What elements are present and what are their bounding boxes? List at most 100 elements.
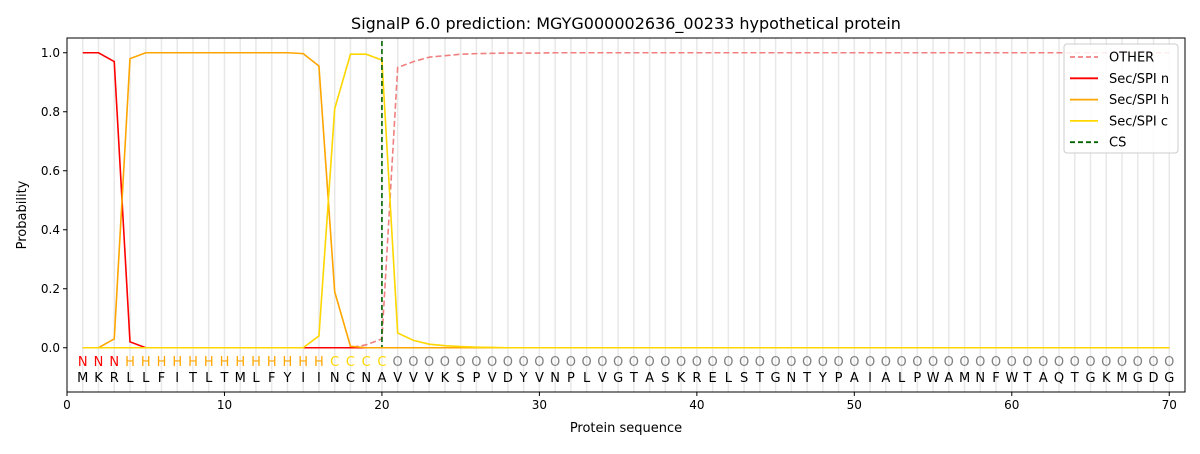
residue-label: M [959,371,970,386]
residue-label: V [488,371,497,386]
region-label: O [1133,355,1143,370]
residue-label: W [1005,371,1018,386]
residue-label: G [771,371,781,386]
y-tick-label: 1.0 [41,46,60,60]
x-axis-label: Protein sequence [570,421,682,436]
residue-label: V [425,371,434,386]
residue-label: C [346,371,355,386]
residue-label: Y [282,371,291,386]
series-line-sec-spi-n [82,51,1170,349]
residue-label: D [1148,371,1158,386]
residue-label: R [110,371,119,386]
residue-label: V [409,371,418,386]
x-tick-label: 60 [1004,398,1019,412]
residue-label: W [927,371,940,386]
residue-label: I [175,371,179,386]
residue-label: G [1133,371,1143,386]
residue-label: D [503,371,513,386]
residue-label: V [535,371,544,386]
region-label: N [109,355,119,370]
residue-label: Y [818,371,827,386]
residue-label: L [898,371,906,386]
legend-entry: Sec/SPI h [1109,93,1169,108]
region-label: O [1164,355,1174,370]
region-label: O [1038,355,1048,370]
residue-label: A [944,371,953,386]
region-label: O [849,355,859,370]
residue-label: P [835,371,843,386]
residue-label: T [188,371,197,386]
region-label: H [125,355,135,370]
region-label: N [78,355,88,370]
residue-label: G [1085,371,1095,386]
residue-label: V [598,371,607,386]
x-tick-label: 0 [63,398,71,412]
x-tick-label: 10 [217,398,232,412]
residue-label: P [913,371,921,386]
residue-label: N [361,371,371,386]
residue-label: A [645,371,654,386]
legend-entry: OTHER [1109,51,1154,66]
residue-label: A [1039,371,1048,386]
residue-label: P [472,371,480,386]
region-label: H [204,355,214,370]
region-label: O [629,355,639,370]
region-label: O [1054,355,1064,370]
residue-label: K [441,371,450,386]
series-line-sec-spi-h [82,51,1170,349]
region-label: O [692,355,702,370]
residue-label: S [740,371,748,386]
residue-label: F [268,371,275,386]
legend-box [1063,43,1179,154]
region-label: H [283,355,293,370]
legend-entry: Sec/SPI n [1109,72,1169,87]
residue-label: Q [1054,371,1064,386]
region-label: O [896,355,906,370]
region-label: H [235,355,245,370]
residue-label: T [1023,371,1032,386]
region-label: O [582,355,592,370]
region-label: O [1070,355,1080,370]
residue-label: K [677,371,686,386]
region-label: O [534,355,544,370]
region-label: H [141,355,151,370]
region-label: O [1085,355,1095,370]
residue-label: M [235,371,246,386]
residue-label: L [725,371,733,386]
residue-label: V [393,371,402,386]
x-tick-label: 40 [689,398,704,412]
x-tick-label: 70 [1162,398,1177,412]
residue-label: A [881,371,890,386]
residue-label: K [94,371,103,386]
region-label: O [471,355,481,370]
residue-label: I [317,371,321,386]
residue-label: L [126,371,134,386]
region-label: O [755,355,765,370]
region-label: O [456,355,466,370]
residue-label: T [219,371,228,386]
region-label: O [1117,355,1127,370]
region-label: O [865,355,875,370]
residue-label: R [692,371,701,386]
residue-label: N [975,371,985,386]
x-tick-label: 50 [847,398,862,412]
residue-label: L [583,371,591,386]
region-label: O [660,355,670,370]
region-label: H [188,355,198,370]
chart-title: SignalP 6.0 prediction: MGYG000002636_00… [351,14,901,34]
series-line-sec-spi-c [82,53,1170,349]
region-label: H [172,355,182,370]
region-label: O [959,355,969,370]
region-label: C [330,355,339,370]
residue-label: T [629,371,638,386]
region-label: O [440,355,450,370]
region-label: C [377,355,386,370]
residue-label: G [1164,371,1174,386]
residue-label: L [142,371,150,386]
region-label: O [519,355,529,370]
residue-label: I [868,371,872,386]
region-label: O [786,355,796,370]
residue-label: A [850,371,859,386]
